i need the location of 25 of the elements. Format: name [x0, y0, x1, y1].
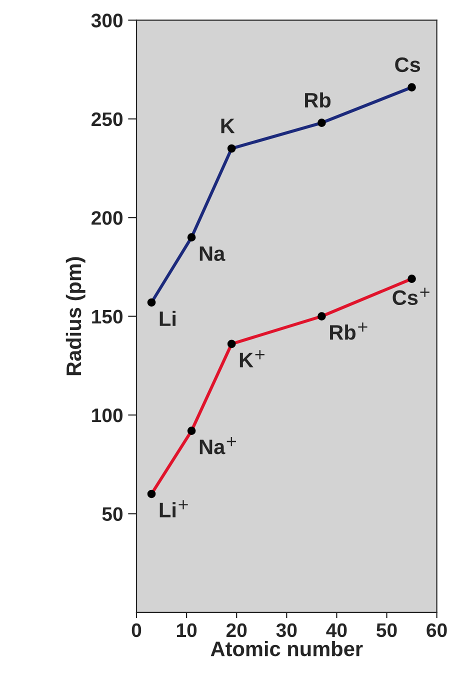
y-axis-title: Radius (pm)	[66, 257, 86, 376]
x-tick-label: 50	[376, 623, 397, 638]
annotation: K$^{+}$	[240, 350, 264, 368]
y-tick-label: 200	[92, 211, 123, 225]
annotation: Cs	[395, 57, 420, 72]
annotation: Cs$^{+}$	[392, 288, 430, 306]
x-tick-label: 40	[326, 623, 347, 638]
annotation: Rb$^{+}$	[330, 322, 368, 340]
y-tick-label: 150	[92, 310, 123, 324]
annotation: Na$^{+}$	[200, 436, 236, 454]
y-tick-label: 100	[92, 408, 123, 422]
annotation: Rb	[305, 92, 331, 108]
x-tick-label: 0	[132, 623, 142, 638]
x-tick-label: 20	[226, 623, 247, 638]
y-tick-label: 50	[102, 507, 123, 521]
x-axis-title: Atomic number	[210, 640, 363, 656]
y-tick-label: 300	[91, 14, 123, 28]
y-tick-label: 250	[92, 112, 123, 126]
annotation: K	[221, 118, 235, 134]
annotation: Li	[160, 310, 176, 326]
x-tick-label: 10	[176, 623, 197, 638]
annotation: Na	[200, 246, 226, 261]
x-tick-label: 60	[426, 623, 447, 638]
x-tick-label: 30	[276, 623, 297, 638]
annotation: Li$^{+}$	[160, 500, 188, 518]
